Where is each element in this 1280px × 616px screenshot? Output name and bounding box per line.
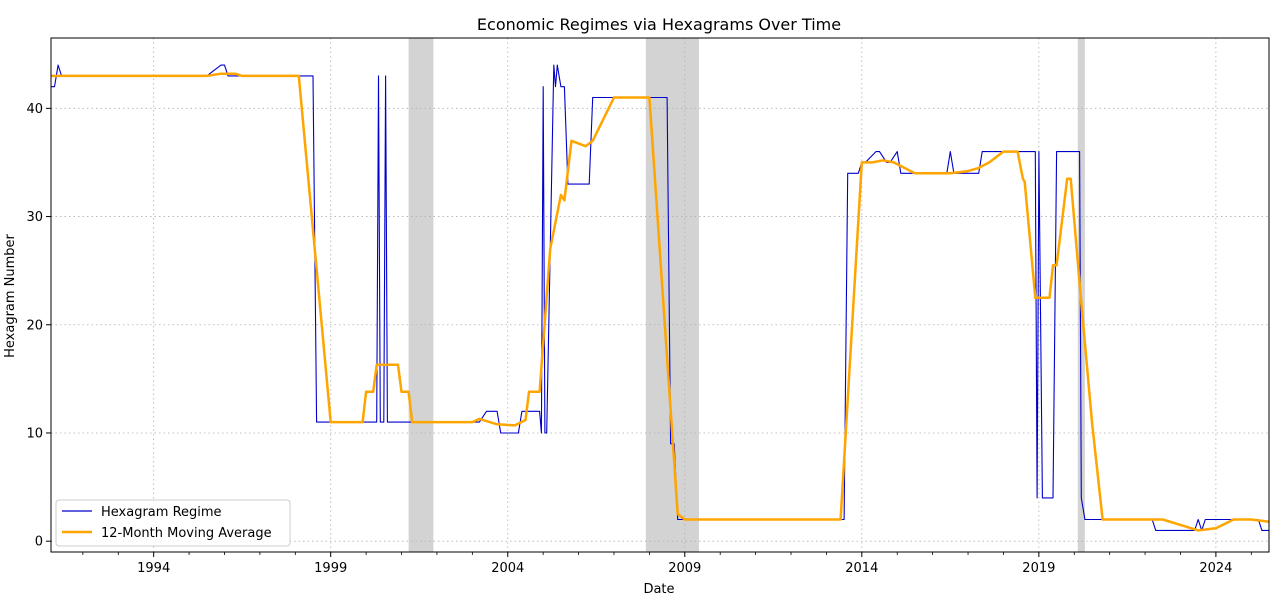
y-tick-label: 10 bbox=[26, 426, 43, 441]
x-tick-label: 2009 bbox=[668, 561, 701, 576]
y-tick-label: 40 bbox=[26, 102, 43, 117]
x-tick-label: 2014 bbox=[845, 561, 878, 576]
series-line-moving-average bbox=[51, 72, 1270, 532]
y-tick-label: 30 bbox=[26, 210, 43, 225]
y-tick-label: 0 bbox=[35, 535, 43, 550]
legend-label-moving-average: 12-Month Moving Average bbox=[101, 526, 272, 541]
x-tick-label: 1999 bbox=[314, 561, 347, 576]
legend-label-hexagram-regime: Hexagram Regime bbox=[101, 505, 222, 520]
series-lines bbox=[51, 64, 1270, 532]
plot-frame bbox=[50, 37, 1270, 553]
axis-ticks: 1994 1999 2004 2009 2014 2019 2024 0 10 20 30 40 bbox=[26, 102, 1252, 576]
x-tick-label: 2004 bbox=[491, 561, 524, 576]
x-axis-label: Date bbox=[643, 582, 674, 597]
shaded-period-1 bbox=[645, 38, 699, 552]
legend: Hexagram Regime 12-Month Moving Average bbox=[55, 499, 291, 547]
y-axis-label: Hexagram Number bbox=[3, 233, 18, 357]
shaded-period-0 bbox=[408, 38, 434, 552]
x-tick-label: 2019 bbox=[1022, 561, 1055, 576]
chart-title: Economic Regimes via Hexagrams Over Time bbox=[477, 15, 841, 34]
legend-box bbox=[55, 499, 291, 547]
x-tick-label: 1994 bbox=[137, 561, 170, 576]
x-tick-label: 2024 bbox=[1199, 561, 1232, 576]
series-line-hexagram-regime bbox=[51, 64, 1269, 531]
y-tick-label: 20 bbox=[26, 318, 43, 333]
